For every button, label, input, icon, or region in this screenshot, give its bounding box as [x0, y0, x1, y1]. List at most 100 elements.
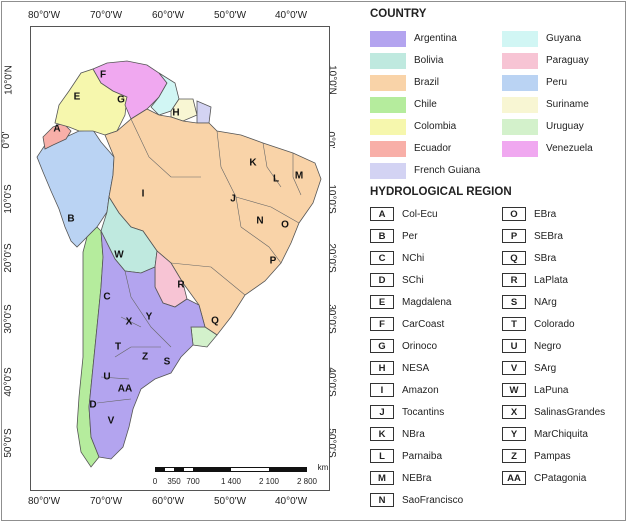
hydro-item-h: H NESA — [370, 360, 429, 376]
hydro-item-f: F CarCoast — [370, 316, 444, 332]
uruguay-swatch — [502, 118, 538, 135]
region-code-box: Y — [502, 427, 526, 441]
coord-left-10s: 10°0'S — [3, 184, 15, 214]
hydro-item-t: T Colorado — [502, 316, 575, 332]
region-label: Pampas — [534, 450, 571, 462]
scale-tick-700: 700 — [186, 477, 200, 486]
region-label: Amazon — [402, 384, 439, 396]
region-code-box: T — [502, 317, 526, 331]
coord-left-20s: 20°0'S — [3, 243, 15, 273]
coord-left-0: 0°0' — [1, 131, 13, 149]
region-code-box: R — [502, 273, 526, 287]
coord-top-60w: 60°0'W — [151, 10, 185, 21]
hydro-legend-title: HYDROLOGICAL REGION — [370, 186, 512, 198]
coord-bottom-50w: 50°0'W — [213, 496, 247, 507]
region-code-box: H — [370, 361, 394, 375]
brazil-swatch — [370, 74, 406, 91]
coord-top-40w: 40°0'W — [274, 10, 308, 21]
suriname-swatch — [502, 96, 538, 113]
map-label-b: B — [67, 213, 75, 225]
map-label-c: C — [103, 291, 111, 303]
country-item-paraguay: Paraguay — [502, 52, 589, 69]
hydro-item-k: K NBra — [370, 426, 425, 442]
map-label-y: Y — [145, 311, 153, 323]
country-label: Ecuador — [414, 143, 452, 154]
region-code-box: K — [370, 427, 394, 441]
scale-bar: km — [155, 463, 328, 475]
legend: COUNTRY Argentina Bolivia Brazil Chile C… — [370, 0, 620, 524]
country-item-french-guiana: French Guiana — [370, 162, 480, 179]
hydro-item-g: G Orinoco — [370, 338, 437, 354]
region-code-box: J — [370, 405, 394, 419]
map-label-l: L — [272, 173, 280, 185]
map-label-i: I — [141, 188, 145, 200]
hydro-item-q: Q SBra — [502, 250, 556, 266]
coord-bottom-80w: 80°0'W — [27, 496, 61, 507]
venezuela-swatch — [502, 140, 538, 157]
map-label-z: Z — [141, 351, 149, 363]
hydro-item-j: J Tocantins — [370, 404, 444, 420]
region-code-box: P — [502, 229, 526, 243]
map-label-d: D — [89, 399, 97, 411]
region-code-box: X — [502, 405, 526, 419]
hydro-item-y: Y MarChiquita — [502, 426, 588, 442]
region-label: LaPlata — [534, 274, 568, 286]
region-label: EBra — [534, 208, 557, 220]
region-code-box: N — [370, 493, 394, 507]
region-label: SaoFrancisco — [402, 494, 464, 506]
hydro-item-s: S NArg — [502, 294, 557, 310]
region-label: Parnaiba — [402, 450, 443, 462]
coord-top-80w: 80°0'W — [27, 10, 61, 21]
region-label: Negro — [534, 340, 562, 352]
country-label: Paraguay — [546, 55, 589, 66]
region-code-box: A — [370, 207, 394, 221]
map-label-m: M — [294, 170, 304, 182]
hydro-item-d: D SChi — [370, 272, 424, 288]
scale-tick-350: 350 — [167, 477, 181, 486]
region-code-box: L — [370, 449, 394, 463]
region-label: Colorado — [534, 318, 575, 330]
hydro-item-i: I Amazon — [370, 382, 439, 398]
hydro-item-m: M NEBra — [370, 470, 431, 486]
region-label: NESA — [402, 362, 430, 374]
coord-bottom-40w: 40°0'W — [274, 496, 308, 507]
map-label-a: A — [53, 123, 61, 135]
map-label-aa: AA — [117, 383, 133, 395]
region-code-box: Z — [502, 449, 526, 463]
region-code-box: D — [370, 273, 394, 287]
hydro-item-e: E Magdalena — [370, 294, 451, 310]
region-label: NEBra — [402, 472, 432, 484]
hydro-item-r: R LaPlata — [502, 272, 568, 288]
map-label-k: K — [249, 157, 257, 169]
hydro-item-o: O EBra — [502, 206, 556, 222]
coord-left-40s: 40°0'S — [3, 367, 15, 397]
region-code-box: Q — [502, 251, 526, 265]
map-label-v: V — [107, 415, 115, 427]
coord-left-30s: 30°0'S — [3, 304, 15, 334]
ecuador-swatch — [370, 140, 406, 157]
map-label-g: G — [117, 94, 125, 106]
country-item-colombia: Colombia — [370, 118, 456, 135]
region-label: Col-Ecu — [402, 208, 438, 220]
hydro-item-v: V SArg — [502, 360, 556, 376]
scale-tick-2800: 2 800 — [296, 477, 318, 486]
region-label: SBra — [534, 252, 557, 264]
coord-left-10n: 10°0'N — [3, 65, 15, 95]
country-label: Argentina — [414, 33, 457, 44]
country-item-ecuador: Ecuador — [370, 140, 451, 157]
map-label-f: F — [99, 69, 107, 81]
map-label-o: O — [281, 219, 289, 231]
country-legend-title: COUNTRY — [370, 8, 427, 20]
map-panel: A B C D E F G H I J K L M N O P Q R S T … — [30, 26, 330, 491]
coord-bottom-70w: 70°0'W — [89, 496, 123, 507]
region-code-box: W — [502, 383, 526, 397]
country-item-bolivia: Bolivia — [370, 52, 443, 69]
french-guiana-region — [196, 100, 212, 124]
region-label: CarCoast — [402, 318, 445, 330]
basin-boundaries — [96, 118, 302, 404]
hydro-item-z: Z Pampas — [502, 448, 571, 464]
map-label-e: E — [73, 91, 81, 103]
argentina-swatch — [370, 30, 406, 47]
coord-bottom-60w: 60°0'W — [151, 496, 185, 507]
country-item-argentina: Argentina — [370, 30, 457, 47]
